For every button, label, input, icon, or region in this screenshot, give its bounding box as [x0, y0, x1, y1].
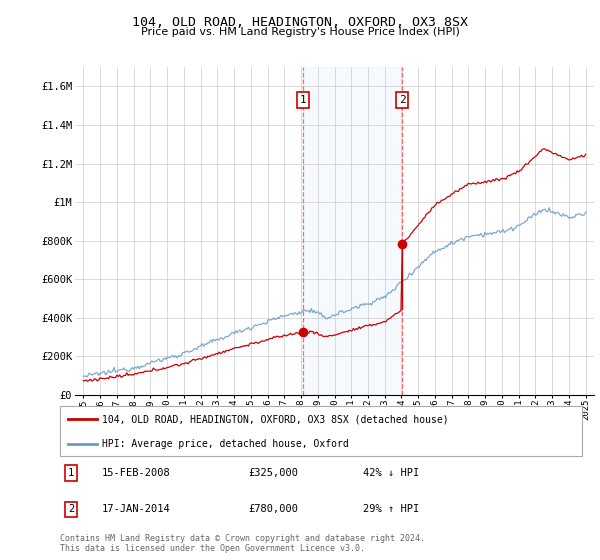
Text: Contains HM Land Registry data © Crown copyright and database right 2024.
This d: Contains HM Land Registry data © Crown c… — [60, 534, 425, 553]
Bar — [303, 67, 403, 395]
Text: £780,000: £780,000 — [248, 505, 298, 515]
Text: 104, OLD ROAD, HEADINGTON, OXFORD, OX3 8SX (detached house): 104, OLD ROAD, HEADINGTON, OXFORD, OX3 8… — [102, 414, 448, 424]
Text: Price paid vs. HM Land Registry's House Price Index (HPI): Price paid vs. HM Land Registry's House … — [140, 27, 460, 37]
Text: 2: 2 — [399, 95, 406, 105]
FancyBboxPatch shape — [60, 406, 582, 456]
Text: 17-JAN-2014: 17-JAN-2014 — [102, 505, 170, 515]
Text: 2: 2 — [68, 505, 74, 515]
Text: £325,000: £325,000 — [248, 468, 298, 478]
Text: HPI: Average price, detached house, Oxford: HPI: Average price, detached house, Oxfo… — [102, 439, 349, 449]
Text: 104, OLD ROAD, HEADINGTON, OXFORD, OX3 8SX: 104, OLD ROAD, HEADINGTON, OXFORD, OX3 8… — [132, 16, 468, 29]
Text: 1: 1 — [68, 468, 74, 478]
Text: 29% ↑ HPI: 29% ↑ HPI — [363, 505, 419, 515]
Text: 15-FEB-2008: 15-FEB-2008 — [102, 468, 170, 478]
Text: 1: 1 — [299, 95, 307, 105]
Text: 42% ↓ HPI: 42% ↓ HPI — [363, 468, 419, 478]
